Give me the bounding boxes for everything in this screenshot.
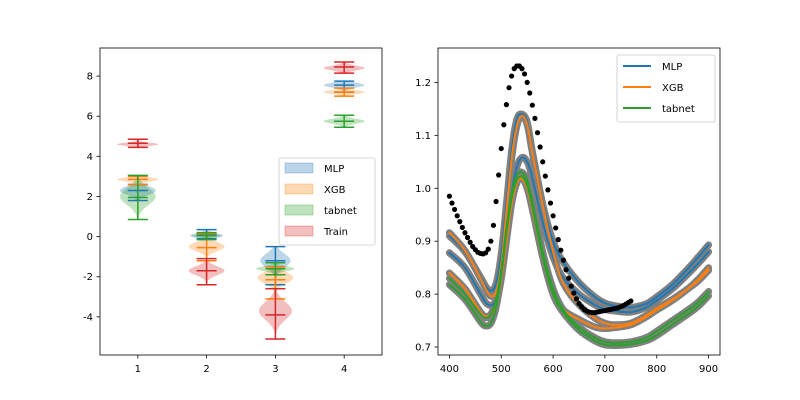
legend-swatch-tabnet bbox=[284, 204, 314, 216]
legend-label-xgb: XGB bbox=[324, 185, 346, 196]
legend-box bbox=[278, 157, 376, 246]
y-tick-label: 1.0 bbox=[415, 184, 431, 195]
observed-point bbox=[454, 213, 460, 219]
violin-axes-frame bbox=[99, 47, 383, 356]
observed-point bbox=[540, 159, 546, 165]
observed-point bbox=[529, 102, 535, 108]
observed-point bbox=[550, 213, 556, 219]
x-tick-label: 600 bbox=[544, 364, 563, 375]
observed-point bbox=[560, 257, 567, 263]
violin-statistics bbox=[127, 61, 355, 340]
violin-panel: 1 2 3 4 -4 -2 0 2 4 6 8 MLP XGB tabnet Train bbox=[83, 47, 383, 375]
observed-point bbox=[467, 239, 473, 245]
legend-label-tabnet: tabnet bbox=[662, 104, 695, 115]
observed-point bbox=[498, 145, 504, 152]
observed-point bbox=[462, 230, 468, 236]
x-tick-label: 4 bbox=[341, 364, 347, 375]
legend-swatch-train bbox=[284, 225, 314, 237]
line-tabnet-0 bbox=[448, 170, 710, 344]
legend-label-mlp: MLP bbox=[662, 62, 682, 73]
observed-point bbox=[449, 200, 455, 206]
y-tick-label: 0.7 bbox=[415, 343, 431, 354]
x-tick-label: 800 bbox=[647, 364, 666, 375]
y-tick-label: 1.2 bbox=[415, 78, 431, 89]
legend-box bbox=[616, 54, 716, 123]
observed-point bbox=[483, 250, 489, 256]
observed-point bbox=[490, 222, 497, 228]
line-plot-area bbox=[445, 63, 713, 350]
y-tick-label: 4 bbox=[87, 152, 93, 163]
observed-point bbox=[628, 298, 634, 304]
observed-point bbox=[534, 130, 541, 136]
observed-point bbox=[509, 73, 515, 79]
observed-point bbox=[506, 85, 512, 91]
y-tick-label: -2 bbox=[83, 272, 93, 283]
line-tabnet-1 bbox=[448, 175, 710, 347]
y-tick-label: 0.9 bbox=[415, 237, 431, 248]
y-tick-label: 8 bbox=[87, 72, 93, 83]
violin-axis-ticks: 1 2 3 4 -4 -2 0 2 4 6 8 bbox=[83, 72, 347, 375]
x-tick-label: 2 bbox=[203, 364, 209, 375]
observed-point bbox=[485, 246, 491, 252]
observed-point bbox=[451, 206, 458, 213]
legend-label-tabnet: tabnet bbox=[324, 206, 357, 217]
observed-point bbox=[563, 267, 569, 273]
observed-point bbox=[496, 172, 502, 178]
legend-swatch-mlp bbox=[284, 162, 314, 174]
y-tick-label: 0 bbox=[87, 232, 93, 243]
observed-point bbox=[446, 193, 453, 199]
line-mlp-0 bbox=[448, 156, 710, 314]
x-tick-label: 700 bbox=[595, 364, 614, 375]
observed-point bbox=[573, 296, 580, 302]
observed-point bbox=[571, 290, 577, 296]
observed-point bbox=[503, 102, 510, 108]
y-tick-label: 2 bbox=[87, 192, 93, 203]
y-tick-label: 0.8 bbox=[415, 290, 431, 301]
x-tick-label: 900 bbox=[699, 364, 718, 375]
observed-point bbox=[545, 187, 551, 193]
observed-point bbox=[524, 79, 530, 86]
observed-point bbox=[553, 225, 559, 231]
observed-point bbox=[459, 224, 465, 231]
observed-point bbox=[519, 66, 525, 72]
observed-point bbox=[521, 71, 528, 77]
line-xgb-0 bbox=[448, 114, 710, 326]
x-tick-label: 3 bbox=[272, 364, 278, 375]
y-tick-label: 1.1 bbox=[415, 131, 431, 142]
violin-legend: MLP XGB tabnet Train bbox=[278, 157, 376, 246]
observed-point bbox=[464, 234, 471, 241]
y-tick-label: -4 bbox=[83, 312, 93, 323]
observed-point bbox=[501, 122, 507, 128]
legend-label-mlp: MLP bbox=[324, 164, 344, 175]
line-panel: 400 500 600 700 800 900 0.7 0.8 0.9 1.0 1.1 1.2 MLP… bbox=[415, 47, 721, 375]
observed-point bbox=[558, 247, 564, 253]
observed-point bbox=[547, 200, 554, 206]
observed-point bbox=[488, 238, 494, 244]
x-tick-label: 500 bbox=[492, 364, 511, 375]
observed-point bbox=[542, 173, 548, 179]
observed-point bbox=[457, 219, 463, 225]
observed-point bbox=[537, 144, 543, 150]
observed-point bbox=[555, 237, 561, 243]
observed-point bbox=[493, 198, 499, 205]
x-tick-label: 400 bbox=[440, 364, 459, 375]
legend-label-train: Train bbox=[323, 227, 348, 238]
observed-point bbox=[566, 275, 572, 281]
observed-point bbox=[568, 283, 574, 289]
x-tick-label: 1 bbox=[135, 364, 141, 375]
legend-swatch-xgb bbox=[284, 183, 314, 195]
y-tick-label: 6 bbox=[87, 112, 93, 123]
legend-label-xgb: XGB bbox=[662, 83, 684, 94]
line-legend: MLP XGB tabnet bbox=[616, 54, 716, 123]
observed-point bbox=[527, 90, 533, 96]
observed-point bbox=[532, 115, 538, 121]
line-axes-frame bbox=[437, 47, 721, 356]
line-axis-ticks: 400 500 600 700 800 900 0.7 0.8 0.9 1.0 1.1 1.2 bbox=[415, 78, 718, 375]
